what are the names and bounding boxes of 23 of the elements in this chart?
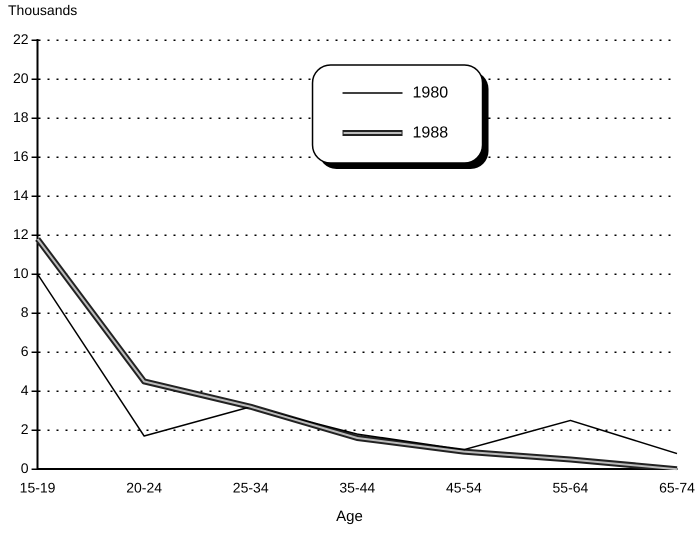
- legend-label: 1980: [412, 84, 448, 102]
- y-tick-label: 12: [12, 226, 29, 242]
- y-tick-label: 22: [12, 30, 29, 47]
- y-tick-label: 20: [12, 70, 29, 86]
- y-tick-label: 8: [20, 304, 29, 320]
- x-tick-label: 20-24: [126, 479, 162, 496]
- x-tick-label: 65-74: [659, 479, 696, 496]
- x-axis-title: Age: [335, 508, 364, 525]
- y-tick-label: 6: [20, 343, 29, 360]
- x-tick-label: 55-64: [552, 479, 589, 496]
- x-tick-label: 15-19: [20, 479, 56, 496]
- y-axis-title: Thousands: [8, 2, 78, 18]
- y-tick-label: 18: [12, 108, 29, 125]
- y-tick-label: 0: [20, 460, 29, 476]
- y-tick-label: 16: [12, 148, 29, 164]
- x-tick-label: 35-44: [339, 479, 376, 496]
- y-tick-label: 2: [20, 421, 29, 438]
- x-tick-label: 25-34: [232, 479, 269, 496]
- y-tick-label: 4: [20, 382, 29, 398]
- legend-label: 1988: [412, 124, 448, 142]
- x-tick-label: 45-54: [446, 479, 482, 496]
- y-tick-label: 10: [12, 264, 29, 281]
- y-tick-label: 14: [12, 186, 29, 203]
